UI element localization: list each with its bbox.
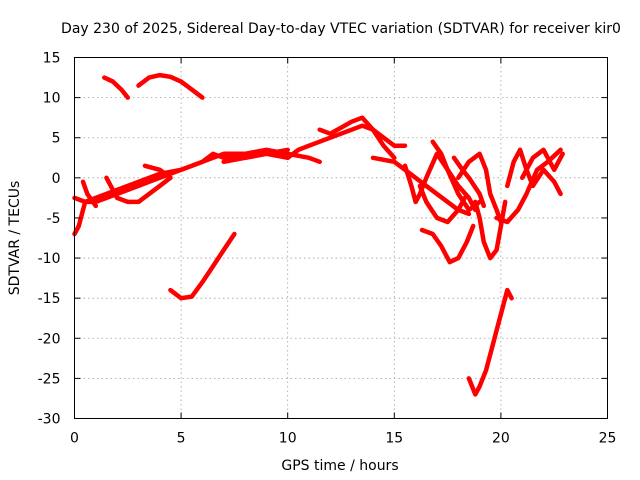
series-arc-14 bbox=[430, 139, 478, 213]
series-arc-15 bbox=[451, 155, 487, 209]
series-arc-8 bbox=[168, 231, 237, 301]
series-arc-1 bbox=[102, 75, 131, 100]
y-tick-label: 5 bbox=[52, 131, 61, 147]
y-tick-label: -10 bbox=[38, 251, 61, 267]
y-tick-label: -25 bbox=[38, 371, 61, 387]
x-tick-label: 15 bbox=[385, 431, 403, 447]
series-arc-11 bbox=[370, 155, 472, 217]
data-series bbox=[72, 72, 565, 397]
grid bbox=[74, 57, 608, 419]
series-arc-10 bbox=[317, 115, 397, 161]
x-tick-label: 5 bbox=[177, 431, 186, 447]
x-axis-label: GPS time / hours bbox=[281, 458, 398, 474]
series-arc-16 bbox=[419, 223, 476, 265]
x-tick-label: 0 bbox=[70, 431, 79, 447]
series-arc-6 bbox=[80, 179, 99, 209]
series-arc-7 bbox=[142, 163, 173, 181]
series-arc-5 bbox=[104, 175, 173, 205]
series-arc-4 bbox=[72, 147, 322, 205]
y-tick-label: -30 bbox=[38, 412, 61, 428]
x-tick-label: 10 bbox=[279, 431, 297, 447]
series-arc-17 bbox=[473, 199, 508, 261]
y-tick-label: -20 bbox=[38, 331, 61, 347]
series-arc-22 bbox=[519, 147, 565, 181]
y-tick-label: 0 bbox=[52, 171, 61, 187]
y-tick-label: 15 bbox=[43, 51, 61, 67]
series-arc-9 bbox=[221, 123, 408, 165]
series-arc-18 bbox=[456, 151, 504, 225]
y-tick-label: -15 bbox=[38, 291, 61, 307]
series-arc-13 bbox=[417, 183, 467, 225]
series-arc-21 bbox=[505, 147, 563, 197]
chart-title: Day 230 of 2025, Sidereal Day-to-day VTE… bbox=[61, 21, 621, 37]
x-tick-label: 25 bbox=[599, 431, 617, 447]
series-arc-2 bbox=[136, 72, 205, 100]
plot-frame bbox=[74, 57, 608, 419]
series-arc-19 bbox=[466, 287, 514, 397]
y-tick-label: 10 bbox=[43, 91, 61, 107]
y-tick-label: -5 bbox=[47, 211, 61, 227]
x-tick-label: 20 bbox=[492, 431, 510, 447]
axis-ticks: 0 5 10 15 20 25 -30 -25 -20 -15 -10 -5 0 5 10 15 bbox=[38, 51, 617, 447]
y-axis-label: SDTVAR / TECUs bbox=[7, 181, 23, 296]
